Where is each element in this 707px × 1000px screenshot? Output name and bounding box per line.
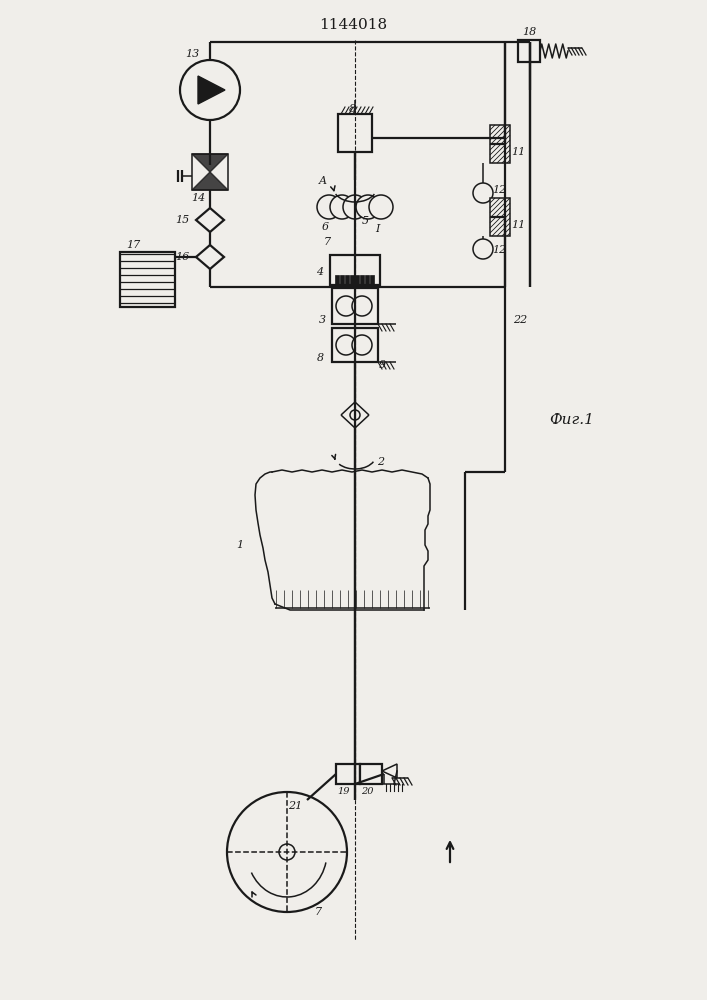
Bar: [360, 764, 382, 784]
Text: 3: 3: [318, 315, 325, 325]
Bar: [336, 764, 360, 784]
Circle shape: [336, 296, 356, 316]
Polygon shape: [382, 764, 397, 778]
Text: 8: 8: [349, 104, 356, 114]
Circle shape: [343, 195, 367, 219]
Text: 12: 12: [492, 245, 506, 255]
Text: 2: 2: [378, 457, 385, 467]
Bar: [330, 255, 380, 285]
Circle shape: [369, 195, 393, 219]
Text: 6: 6: [322, 222, 329, 232]
Text: 18: 18: [522, 27, 536, 37]
Text: 4: 4: [317, 267, 324, 277]
Text: 7: 7: [323, 237, 331, 247]
Bar: [345, 275, 349, 285]
Circle shape: [356, 195, 380, 219]
Text: 22: 22: [513, 315, 527, 325]
Bar: [365, 275, 369, 285]
Text: 13: 13: [185, 49, 199, 59]
Bar: [192, 154, 228, 190]
Text: 11: 11: [511, 147, 525, 157]
Text: 14: 14: [191, 193, 205, 203]
Bar: [340, 275, 344, 285]
Text: 11: 11: [511, 220, 525, 230]
Text: 16: 16: [175, 252, 189, 262]
Text: 21: 21: [288, 801, 302, 811]
Circle shape: [330, 195, 354, 219]
Text: 9: 9: [378, 360, 385, 370]
Bar: [518, 40, 540, 62]
Circle shape: [473, 183, 493, 203]
Circle shape: [352, 296, 372, 316]
Text: 5: 5: [361, 216, 368, 226]
Circle shape: [336, 335, 356, 355]
Bar: [332, 288, 378, 324]
Circle shape: [227, 792, 347, 912]
Text: 19: 19: [338, 786, 350, 796]
Circle shape: [180, 60, 240, 120]
Bar: [120, 252, 175, 307]
Text: 15: 15: [175, 215, 189, 225]
Bar: [370, 275, 374, 285]
Text: A: A: [319, 176, 327, 186]
Text: 20: 20: [361, 786, 373, 796]
Text: 17: 17: [126, 240, 140, 250]
Polygon shape: [196, 208, 224, 232]
Circle shape: [352, 335, 372, 355]
Text: 1: 1: [236, 540, 244, 550]
Text: 12: 12: [492, 185, 506, 195]
Polygon shape: [192, 154, 228, 172]
Bar: [490, 198, 510, 236]
Polygon shape: [192, 172, 228, 190]
Circle shape: [279, 844, 295, 860]
Bar: [360, 275, 364, 285]
Text: 1144018: 1144018: [319, 18, 387, 32]
Text: 7: 7: [315, 907, 322, 917]
Polygon shape: [196, 245, 224, 269]
Bar: [350, 275, 354, 285]
Bar: [335, 275, 339, 285]
Circle shape: [350, 410, 360, 420]
Bar: [332, 328, 378, 362]
Circle shape: [317, 195, 341, 219]
Bar: [355, 275, 359, 285]
Bar: [490, 125, 510, 163]
Circle shape: [473, 239, 493, 259]
Polygon shape: [198, 76, 225, 104]
Bar: [338, 114, 372, 152]
Text: I: I: [375, 224, 379, 234]
Text: Фиг.1: Фиг.1: [549, 413, 595, 427]
Text: 8: 8: [317, 353, 324, 363]
